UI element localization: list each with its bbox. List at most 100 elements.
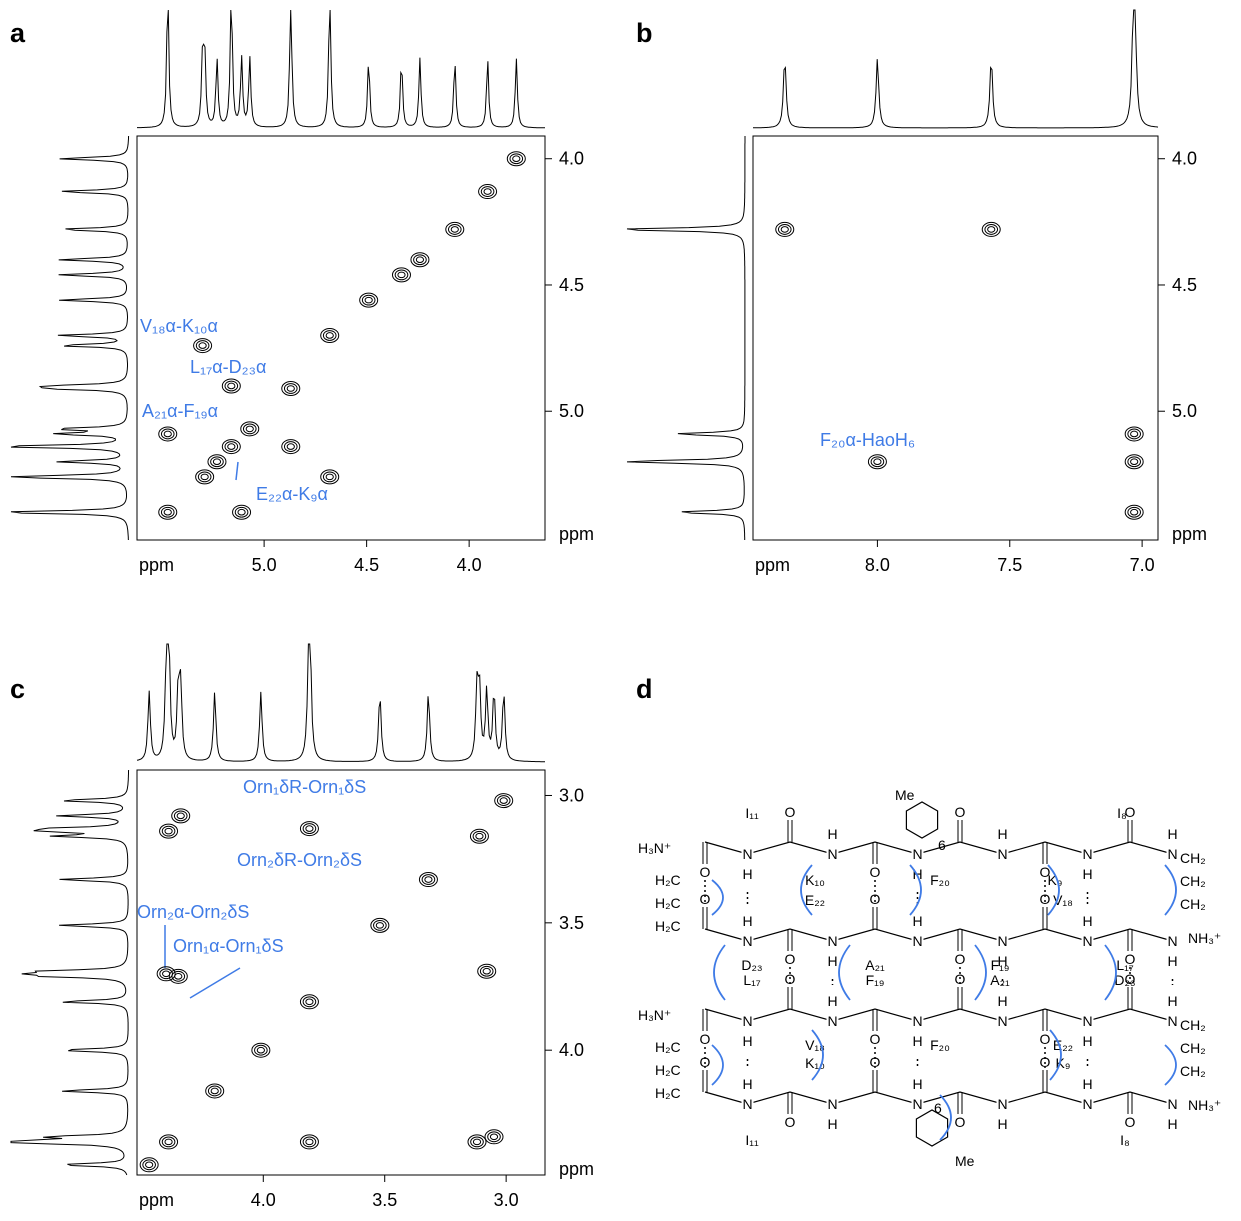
cross-peak — [320, 469, 340, 485]
cross-peak — [193, 338, 213, 354]
atom-bg — [741, 1013, 754, 1029]
residue-label: D₂₃ — [741, 957, 762, 973]
noe-arrow — [1047, 864, 1060, 916]
atom-label: H — [997, 993, 1007, 1009]
atom-label: H — [1082, 913, 1092, 929]
atom-label: N — [1167, 1096, 1177, 1112]
atom-label: O — [955, 1114, 966, 1130]
terminus: H₂C — [655, 1085, 681, 1101]
noe-arrow — [800, 864, 813, 916]
annotation: E₂₂α-K₉α — [256, 484, 328, 504]
residue-label: V₁₈ — [1053, 892, 1073, 908]
panel-label: d — [636, 674, 653, 704]
terminus: H₂C — [655, 1039, 681, 1055]
atom-label: O — [700, 864, 711, 880]
atom-label: H — [997, 953, 1007, 969]
panel-label: a — [10, 18, 26, 48]
atom-label: H — [912, 1033, 922, 1049]
atom-label: O — [1125, 951, 1136, 967]
contour-level — [496, 795, 511, 806]
contour-level — [163, 508, 172, 516]
cross-peak — [232, 504, 252, 520]
atom-label: N — [1167, 846, 1177, 862]
contour-level — [171, 970, 186, 982]
atom-label: O — [1040, 1054, 1051, 1070]
atom-label: O — [1125, 971, 1136, 987]
noe-arrow — [1164, 1044, 1177, 1086]
atom-bg — [741, 933, 754, 949]
cross-peak — [445, 221, 465, 237]
noe-arrow — [1049, 1029, 1062, 1081]
terminus: H₃N⁺ — [638, 1007, 671, 1023]
contour-level — [780, 226, 789, 233]
y-tick-label: 5.0 — [559, 401, 584, 421]
contour-level — [174, 973, 183, 980]
residue-label: I₁₁ — [745, 805, 759, 821]
contour-level — [224, 380, 239, 392]
atom-bg — [826, 933, 839, 949]
y-tick-label: 3.0 — [559, 785, 584, 805]
cross-peak — [207, 454, 227, 470]
atom-bg — [826, 1013, 839, 1029]
residue-label: F₂₀ — [930, 1037, 950, 1053]
cross-peak — [391, 267, 411, 283]
atom-bg — [996, 1013, 1009, 1029]
noe-arrow — [1104, 944, 1117, 1001]
contour-level — [415, 256, 425, 264]
backbone — [704, 841, 1173, 855]
cross-peak — [171, 808, 191, 824]
annotation: Orn₁α-Orn₁δS — [173, 936, 284, 956]
contour-level — [195, 340, 210, 351]
contour-level — [373, 919, 387, 931]
cross-peak — [775, 221, 795, 237]
contour-level — [305, 1138, 314, 1146]
contour-level — [227, 382, 236, 390]
peaks — [139, 793, 514, 1173]
atom-label: O — [785, 951, 796, 967]
y-axis-label: ppm — [1172, 524, 1207, 544]
cross-peak — [299, 994, 319, 1010]
contour-level — [160, 428, 175, 440]
noe-arrow — [909, 864, 922, 916]
plot-frame — [136, 769, 546, 1176]
atom-label: O — [870, 891, 881, 907]
atom-bg — [1166, 1013, 1179, 1029]
atom-label: N — [827, 933, 837, 949]
contour-level — [159, 968, 173, 980]
atom-bg — [996, 1096, 1009, 1112]
contour-level — [397, 271, 406, 279]
noe-arrow — [974, 944, 987, 1001]
contour-level — [424, 876, 433, 883]
atom-label: N — [827, 1096, 837, 1112]
atom-label: O — [955, 804, 966, 820]
contour-level — [450, 226, 459, 233]
atom-bg — [911, 1096, 924, 1112]
contour-level — [470, 1136, 484, 1148]
residue-label: A₂₁ — [990, 972, 1010, 988]
cross-peak — [867, 454, 887, 470]
contour-level — [302, 823, 317, 834]
contour-level — [394, 269, 409, 281]
atom-label: N — [997, 1013, 1007, 1029]
residue-label: I₈ — [1117, 805, 1127, 821]
cross-peak — [221, 378, 241, 394]
annotation: Orn₂δR-Orn₂δS — [237, 850, 362, 870]
cross-peak — [299, 1134, 319, 1150]
cross-peak — [299, 821, 319, 837]
atom-label: H — [742, 1033, 752, 1049]
atom-label: H — [742, 866, 752, 882]
atom-bg — [741, 846, 754, 862]
aromatic-ring — [915, 1109, 949, 1147]
atom-label: O — [1125, 804, 1136, 820]
atom-label: O — [870, 1031, 881, 1047]
contour-level — [987, 226, 996, 233]
atom-bg — [911, 933, 924, 949]
atom-bg — [911, 846, 924, 862]
noe-arrow — [1164, 864, 1177, 916]
residue-label: I₁₁ — [745, 1132, 759, 1148]
terminus: CH₂ — [1180, 1063, 1206, 1079]
atom-label: H — [1082, 1033, 1092, 1049]
noe-arrow — [811, 1029, 824, 1081]
atom-label: N — [827, 846, 837, 862]
contour-level — [499, 797, 508, 804]
